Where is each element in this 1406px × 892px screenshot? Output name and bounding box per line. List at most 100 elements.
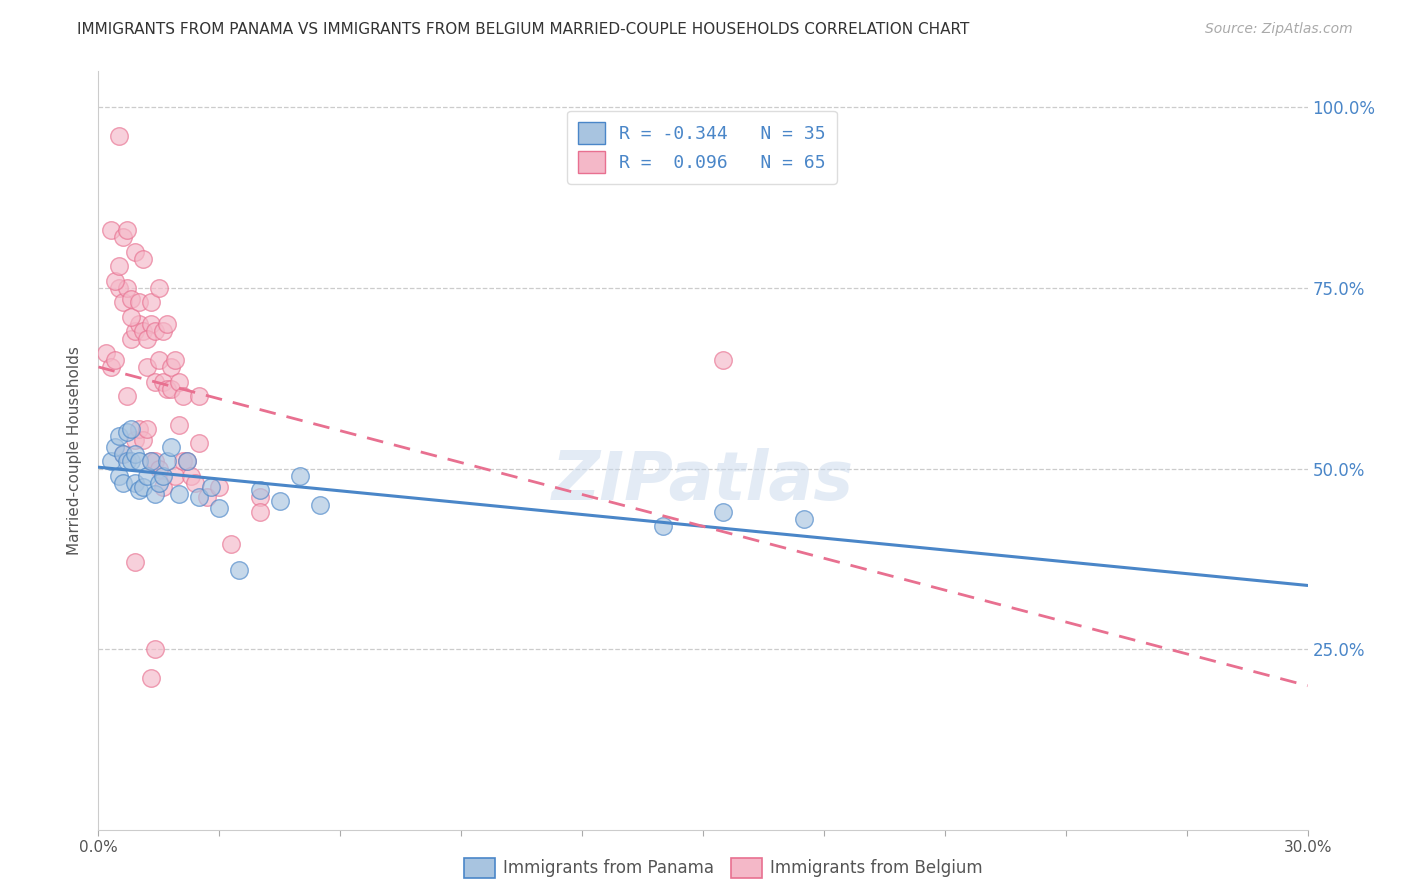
Y-axis label: Married-couple Households: Married-couple Households <box>67 346 83 555</box>
Point <box>208 501 231 516</box>
Point <box>115 389 138 403</box>
Point <box>111 230 134 244</box>
Point <box>184 475 207 490</box>
Point <box>120 310 142 324</box>
Point <box>172 454 194 468</box>
Point <box>120 422 142 436</box>
Point <box>156 454 179 468</box>
Point <box>180 468 202 483</box>
Point <box>139 454 162 468</box>
Point <box>269 494 291 508</box>
Point <box>148 461 170 475</box>
Point <box>120 332 142 346</box>
Point <box>128 422 150 436</box>
Point <box>156 317 179 331</box>
Point <box>135 332 157 346</box>
Point <box>107 281 129 295</box>
Point <box>167 375 190 389</box>
Point <box>176 454 198 468</box>
Point <box>176 454 198 468</box>
Point <box>139 317 162 331</box>
Point <box>711 353 734 368</box>
Point <box>132 479 155 493</box>
Point <box>135 468 157 483</box>
Point <box>711 505 734 519</box>
Point <box>128 454 150 468</box>
Text: Immigrants from Belgium: Immigrants from Belgium <box>770 859 983 877</box>
Point <box>100 360 122 375</box>
Point <box>152 479 174 493</box>
Point <box>111 447 134 461</box>
Point <box>115 223 138 237</box>
Point <box>111 447 134 461</box>
Text: Source: ZipAtlas.com: Source: ZipAtlas.com <box>1205 22 1353 37</box>
Point <box>160 440 183 454</box>
Point <box>143 487 166 501</box>
Point <box>195 491 218 505</box>
Point <box>249 491 271 505</box>
Point <box>120 292 142 306</box>
Point <box>163 468 186 483</box>
Point <box>111 295 134 310</box>
Point <box>309 498 332 512</box>
Point <box>148 475 170 490</box>
Point <box>143 642 166 657</box>
Point <box>124 433 146 447</box>
Point <box>200 479 222 493</box>
Point <box>100 223 122 237</box>
Point <box>249 483 271 498</box>
Point <box>651 519 673 533</box>
Point <box>103 440 125 454</box>
Point <box>128 317 150 331</box>
Point <box>228 563 250 577</box>
Point <box>132 324 155 338</box>
Point <box>103 274 125 288</box>
Point <box>128 483 150 498</box>
Point <box>160 360 183 375</box>
Point <box>139 671 162 685</box>
Point <box>132 433 155 447</box>
Point <box>124 244 146 259</box>
Point <box>135 422 157 436</box>
Text: IMMIGRANTS FROM PANAMA VS IMMIGRANTS FROM BELGIUM MARRIED-COUPLE HOUSEHOLDS CORR: IMMIGRANTS FROM PANAMA VS IMMIGRANTS FRO… <box>77 22 970 37</box>
Point <box>120 454 142 468</box>
Point <box>124 475 146 490</box>
Point <box>208 479 231 493</box>
Point <box>124 447 146 461</box>
Point <box>793 512 815 526</box>
Point <box>143 375 166 389</box>
Legend: R = -0.344   N = 35, R =  0.096   N = 65: R = -0.344 N = 35, R = 0.096 N = 65 <box>567 111 837 184</box>
Point <box>135 360 157 375</box>
Point <box>128 295 150 310</box>
Point <box>107 429 129 443</box>
Point <box>115 454 138 468</box>
Point <box>160 382 183 396</box>
Point <box>124 324 146 338</box>
Point <box>152 375 174 389</box>
Point <box>115 425 138 440</box>
Text: Immigrants from Panama: Immigrants from Panama <box>503 859 714 877</box>
Point <box>188 491 211 505</box>
Point <box>172 389 194 403</box>
Point <box>100 454 122 468</box>
Point <box>249 505 271 519</box>
Point <box>143 324 166 338</box>
Point <box>152 468 174 483</box>
Text: ZIPatlas: ZIPatlas <box>553 448 853 514</box>
Point <box>143 454 166 468</box>
Point <box>103 353 125 368</box>
Point <box>107 468 129 483</box>
Point <box>221 537 243 551</box>
Point <box>111 475 134 490</box>
Point <box>167 487 190 501</box>
Point <box>124 555 146 569</box>
Point <box>188 436 211 450</box>
Point <box>288 468 311 483</box>
Point <box>132 252 155 266</box>
Point <box>188 389 211 403</box>
Point <box>148 353 170 368</box>
Point <box>96 346 118 360</box>
Point <box>107 260 129 274</box>
Point <box>167 418 190 433</box>
Point <box>156 382 179 396</box>
